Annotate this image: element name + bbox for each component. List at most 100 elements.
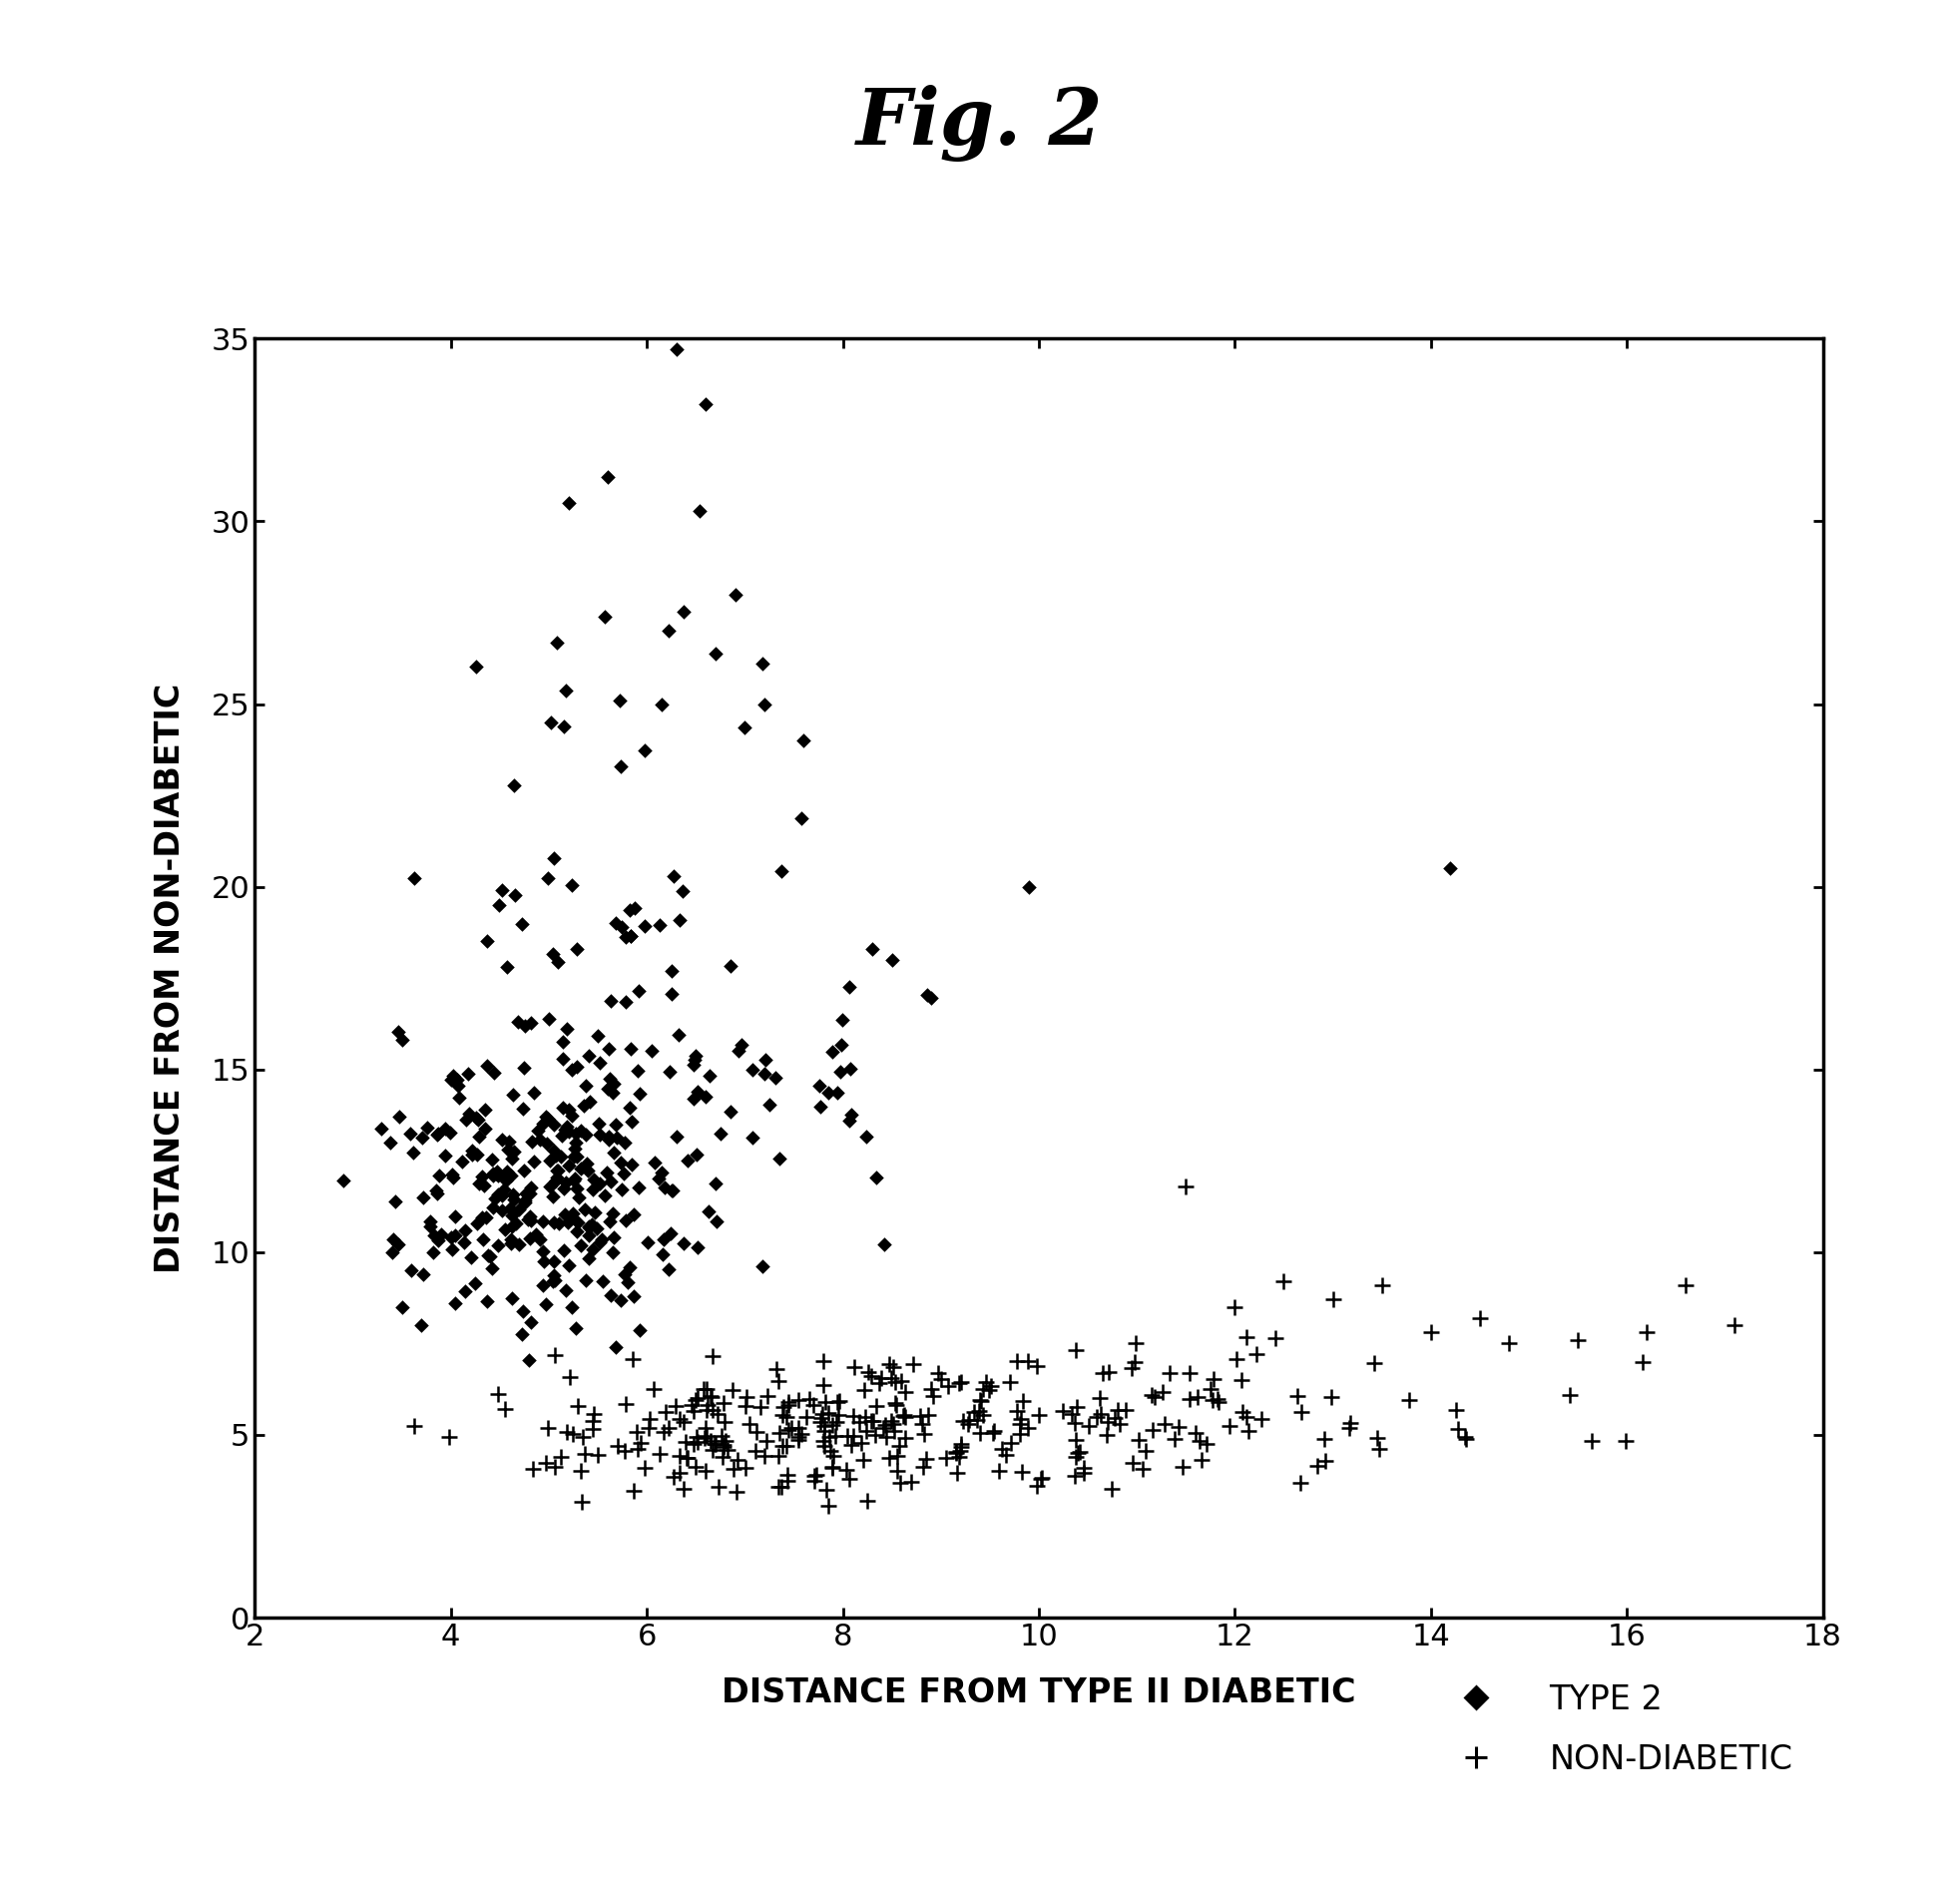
Point [561, 1127, 592, 1157]
Point [653, 1413, 684, 1443]
Point [617, 1345, 649, 1375]
Point [684, 495, 715, 525]
Point [523, 1225, 555, 1255]
Point [1174, 1358, 1205, 1388]
Point [553, 1208, 584, 1238]
Point [568, 1439, 600, 1469]
Point [1631, 1317, 1662, 1347]
Point [553, 487, 584, 517]
Point [559, 1162, 590, 1193]
Point [517, 1078, 549, 1108]
Point [860, 1390, 892, 1420]
Point [557, 1198, 588, 1228]
Point [770, 1401, 802, 1431]
Point [1127, 1454, 1158, 1484]
Point [521, 1219, 553, 1249]
Point [553, 1151, 584, 1181]
Point [655, 1219, 686, 1249]
Point [1221, 1345, 1252, 1375]
Point [1088, 1358, 1119, 1388]
Point [494, 1193, 525, 1223]
Point [461, 1102, 492, 1132]
Point [563, 1183, 594, 1213]
Point [668, 1228, 700, 1258]
Point [933, 1371, 964, 1401]
Point [696, 1381, 727, 1411]
Point [529, 1446, 561, 1477]
Point [457, 1136, 488, 1166]
Point [1335, 1409, 1366, 1439]
Point [527, 1206, 559, 1236]
Point [451, 1104, 482, 1134]
Point [945, 1367, 976, 1398]
Point [676, 1390, 708, 1420]
Point [696, 1426, 727, 1456]
Point [423, 1161, 455, 1191]
Point [606, 751, 637, 781]
Point [813, 1492, 845, 1522]
Point [800, 1465, 831, 1495]
Point [637, 1375, 668, 1405]
Point [557, 1292, 588, 1322]
Point [439, 1221, 470, 1251]
Point [600, 909, 631, 939]
Point [527, 1270, 559, 1300]
Point [986, 1433, 1017, 1463]
Point [515, 1223, 547, 1253]
Point [327, 1166, 359, 1196]
Point [1203, 1388, 1235, 1418]
Point [878, 1352, 909, 1383]
Point [382, 1102, 414, 1132]
Point [482, 1157, 514, 1187]
Point [753, 1381, 784, 1411]
Point [1282, 1381, 1313, 1411]
Point [1450, 1424, 1482, 1454]
Point [610, 1129, 641, 1159]
Point [551, 1416, 582, 1446]
Point [584, 1119, 615, 1149]
Point [490, 1394, 521, 1424]
Point [657, 1176, 688, 1206]
Point [831, 1420, 862, 1450]
Point [598, 1068, 629, 1099]
Point [723, 1035, 755, 1065]
Point [1025, 1462, 1056, 1492]
Point [578, 1196, 610, 1226]
Point [708, 1388, 739, 1418]
Point [529, 1247, 561, 1277]
Point [809, 1431, 841, 1462]
Point [1301, 1450, 1333, 1480]
Point [664, 905, 696, 935]
Point [476, 1253, 508, 1283]
Point [806, 1403, 837, 1433]
Point [576, 1234, 608, 1264]
Point [570, 1264, 602, 1294]
Point [717, 1454, 749, 1484]
Point [541, 1140, 572, 1170]
Point [633, 1413, 664, 1443]
Point [504, 1194, 535, 1225]
Point [813, 1398, 845, 1428]
Point [909, 1443, 941, 1473]
Point [584, 1168, 615, 1198]
Point [376, 1238, 408, 1268]
Point [762, 1441, 794, 1471]
Point [962, 1405, 994, 1435]
Point [835, 1100, 866, 1130]
Point [819, 1420, 851, 1450]
Point [749, 1059, 780, 1089]
Point [615, 922, 647, 952]
Point [510, 1185, 541, 1215]
Point [498, 769, 529, 799]
Point [531, 1102, 563, 1132]
Point [382, 1230, 414, 1260]
Point [727, 1031, 759, 1061]
Point [1007, 1386, 1039, 1416]
Point [664, 1458, 696, 1488]
Point [382, 1016, 414, 1046]
Point [882, 1441, 913, 1471]
Point [1448, 1422, 1480, 1452]
Point [888, 1399, 919, 1430]
Point [647, 690, 678, 720]
Point [811, 1475, 843, 1505]
